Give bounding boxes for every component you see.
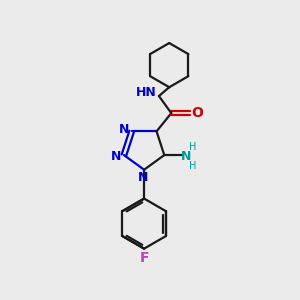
Text: N: N	[110, 150, 121, 163]
Text: O: O	[191, 106, 203, 119]
Text: F: F	[140, 251, 149, 265]
Text: N: N	[181, 150, 191, 163]
Text: N: N	[138, 172, 149, 184]
Text: H: H	[189, 142, 196, 152]
Text: H: H	[189, 161, 196, 171]
Text: N: N	[119, 122, 130, 136]
Text: HN: HN	[136, 86, 157, 99]
